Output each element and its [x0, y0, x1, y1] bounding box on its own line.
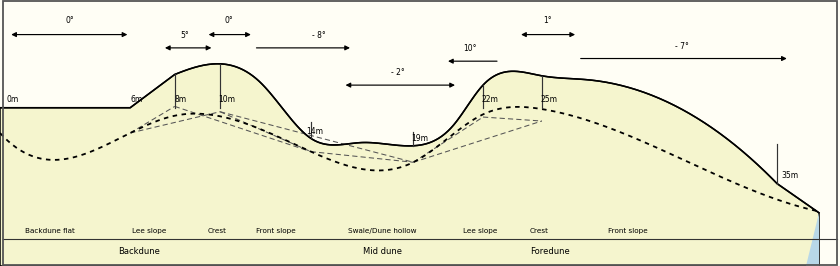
Polygon shape: [0, 64, 819, 266]
Text: Front slope: Front slope: [608, 228, 648, 234]
Text: Foredune: Foredune: [530, 247, 570, 256]
Text: 22m: 22m: [481, 95, 498, 104]
Text: Lee slope: Lee slope: [133, 228, 166, 234]
Text: 8m: 8m: [175, 95, 186, 104]
Text: 35m: 35m: [781, 171, 798, 180]
Polygon shape: [806, 213, 819, 266]
Text: 10°: 10°: [464, 44, 477, 53]
Text: 0°: 0°: [224, 16, 233, 25]
Text: 5°: 5°: [181, 31, 189, 40]
Text: 14m: 14m: [307, 127, 323, 136]
Text: Backdune flat: Backdune flat: [25, 228, 76, 234]
Text: 19m: 19m: [412, 134, 428, 143]
Text: Crest: Crest: [530, 228, 549, 234]
Text: - 7°: - 7°: [675, 42, 689, 51]
Text: Mid dune: Mid dune: [363, 247, 402, 256]
Text: Front slope: Front slope: [255, 228, 296, 234]
Text: - 2°: - 2°: [391, 68, 405, 77]
Text: 1°: 1°: [543, 16, 552, 25]
Text: 0°: 0°: [66, 16, 74, 25]
Text: 6m: 6m: [130, 95, 143, 104]
Text: 25m: 25m: [540, 95, 557, 104]
Text: - 8°: - 8°: [312, 31, 326, 40]
Text: 10m: 10m: [218, 95, 235, 104]
Text: 0m: 0m: [7, 95, 19, 104]
Text: Crest: Crest: [207, 228, 226, 234]
Text: Lee slope: Lee slope: [464, 228, 497, 234]
Text: Backdune: Backdune: [118, 247, 160, 256]
Text: Swale/Dune hollow: Swale/Dune hollow: [348, 228, 417, 234]
